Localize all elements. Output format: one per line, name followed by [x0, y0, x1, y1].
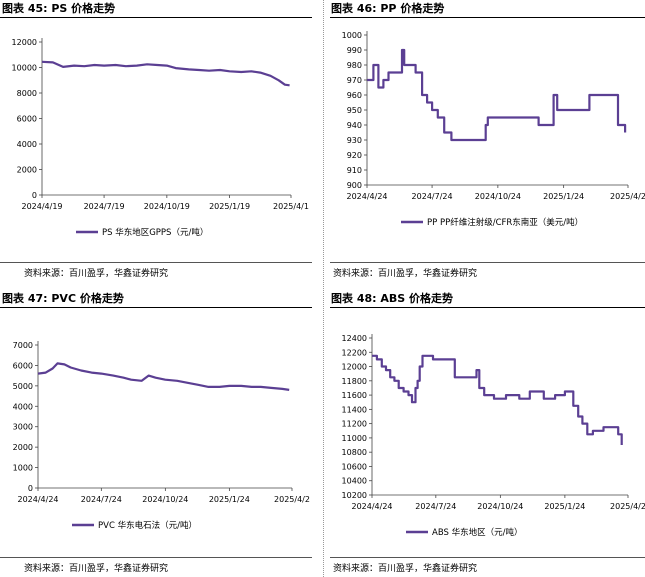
y-tick-label: 3000 [13, 423, 33, 432]
y-tick-label: 6000 [13, 361, 33, 370]
y-tick-label: 11800 [342, 377, 367, 386]
y-tick-label: 0 [28, 484, 33, 493]
y-tick-label: 960 [347, 91, 362, 100]
y-tick-label: 11400 [342, 405, 367, 414]
chart-ps-price: 0 2000 4000 6000 8000 10000 12000 2024/4/19 2024… [12, 38, 309, 238]
series-line [41, 60, 290, 87]
y-tick-label: 4000 [17, 140, 37, 149]
source-rule [330, 557, 645, 558]
title-rule [0, 17, 312, 18]
x-tick-label: 2025/4/2 [274, 495, 310, 504]
x-tick-label: 2024/7/24 [415, 502, 456, 511]
y-tick-label: 950 [347, 106, 362, 115]
column-divider [323, 0, 324, 577]
x-tick-label: 2024/7/19 [84, 202, 125, 211]
x-tick-label: 2024/10/24 [142, 495, 188, 504]
y-tick-label: 0 [32, 191, 37, 200]
x-tick-label: 2024/10/19 [144, 202, 190, 211]
y-tick-label: 12000 [12, 38, 37, 47]
x-tick-label: 2025/4/1 [273, 202, 309, 211]
y-tick-label: 10600 [342, 462, 367, 471]
x-tick-label: 2024/4/24 [351, 502, 392, 511]
source-rule [0, 557, 312, 558]
y-tick-label: 1000 [13, 464, 33, 473]
y-tick-label: 7000 [13, 341, 33, 350]
x-tick-label: 2025/1/24 [544, 502, 585, 511]
y-tick-label: 12000 [342, 363, 367, 372]
y-tick-label: 2000 [13, 443, 33, 452]
title-rule [330, 17, 645, 18]
source-rule [330, 262, 645, 263]
x-tick-label: 2024/10/24 [477, 502, 523, 511]
y-tick-label: 10000 [12, 64, 37, 73]
title-rule [330, 307, 645, 308]
y-tick-label: 5000 [13, 382, 33, 391]
y-tick-label: 10800 [342, 448, 367, 457]
y-tick-label: 920 [347, 151, 362, 160]
y-tick-label: 12400 [342, 334, 367, 343]
source-note: 资料来源：百川盈孚，华鑫证券研究 [24, 269, 169, 279]
legend-label: PP PP纤维注射级/CFR东南亚（美元/吨） [427, 217, 583, 228]
y-tick-label: 910 [347, 166, 362, 175]
y-tick-label: 10400 [342, 477, 367, 486]
y-tick-label: 11200 [342, 420, 367, 429]
y-tick-label: 4000 [13, 402, 33, 411]
panel-title: 图表 47: PVC 价格走势 [2, 292, 124, 305]
x-tick-label: 2024/4/19 [21, 202, 62, 211]
y-tick-label: 940 [347, 121, 362, 130]
x-tick-label: 2025/4/2 [610, 502, 645, 511]
series-line [367, 48, 627, 142]
source-rule [0, 262, 312, 263]
y-tick-label: 11600 [342, 391, 367, 400]
x-tick-label: 2024/4/24 [17, 495, 58, 504]
series-line [37, 362, 290, 391]
source-note: 资料来源：百川盈孚，华鑫证券研究 [333, 564, 478, 574]
chart-pvc-price: 0 1000 2000 3000 4000 5000 6000 7000 2024/4/24 20… [13, 341, 310, 531]
series-line [372, 354, 623, 445]
x-tick-label: 2024/4/24 [346, 192, 387, 201]
y-tick-label: 10200 [342, 491, 367, 500]
chart-abs-price: 10200 10400 10600 10800 11000 11200 11400 11600… [342, 334, 645, 538]
x-tick-label: 2025/4/2 [610, 192, 645, 201]
y-tick-label: 930 [347, 136, 362, 145]
x-tick-label: 2024/10/24 [475, 192, 521, 201]
legend-label: PVC 华东电石法（元/吨） [98, 520, 197, 531]
panel-title: 图表 45: PS 价格走势 [2, 2, 116, 15]
y-tick-label: 900 [347, 181, 362, 190]
panel-title: 图表 46: PP 价格走势 [331, 2, 445, 15]
x-tick-label: 2025/1/19 [209, 202, 250, 211]
legend-label: PS 华东地区GPPS（元/吨） [102, 227, 208, 238]
y-tick-label: 11000 [342, 434, 367, 443]
y-tick-label: 1000 [342, 31, 362, 40]
y-tick-label: 8000 [17, 89, 37, 98]
x-tick-label: 2025/1/24 [543, 192, 584, 201]
x-tick-label: 2025/1/24 [209, 495, 250, 504]
x-tick-label: 2024/7/24 [412, 192, 453, 201]
source-note: 资料来源：百川盈孚，华鑫证券研究 [24, 564, 169, 574]
y-tick-label: 2000 [17, 166, 37, 175]
source-note: 资料来源：百川盈孚，华鑫证券研究 [333, 269, 478, 279]
y-tick-label: 990 [347, 46, 362, 55]
chart-pp-price: 900 910 920 930 940 950 960 970 980 990 1000 2024/4… [342, 31, 645, 228]
title-rule [0, 307, 312, 308]
panel-title: 图表 48: ABS 价格走势 [331, 292, 454, 305]
x-tick-label: 2024/7/24 [81, 495, 122, 504]
y-tick-label: 980 [347, 61, 362, 70]
y-tick-label: 12200 [342, 348, 367, 357]
y-tick-label: 970 [347, 76, 362, 85]
legend-label: ABS 华东地区（元/吨） [432, 527, 522, 538]
y-tick-label: 6000 [17, 115, 37, 124]
